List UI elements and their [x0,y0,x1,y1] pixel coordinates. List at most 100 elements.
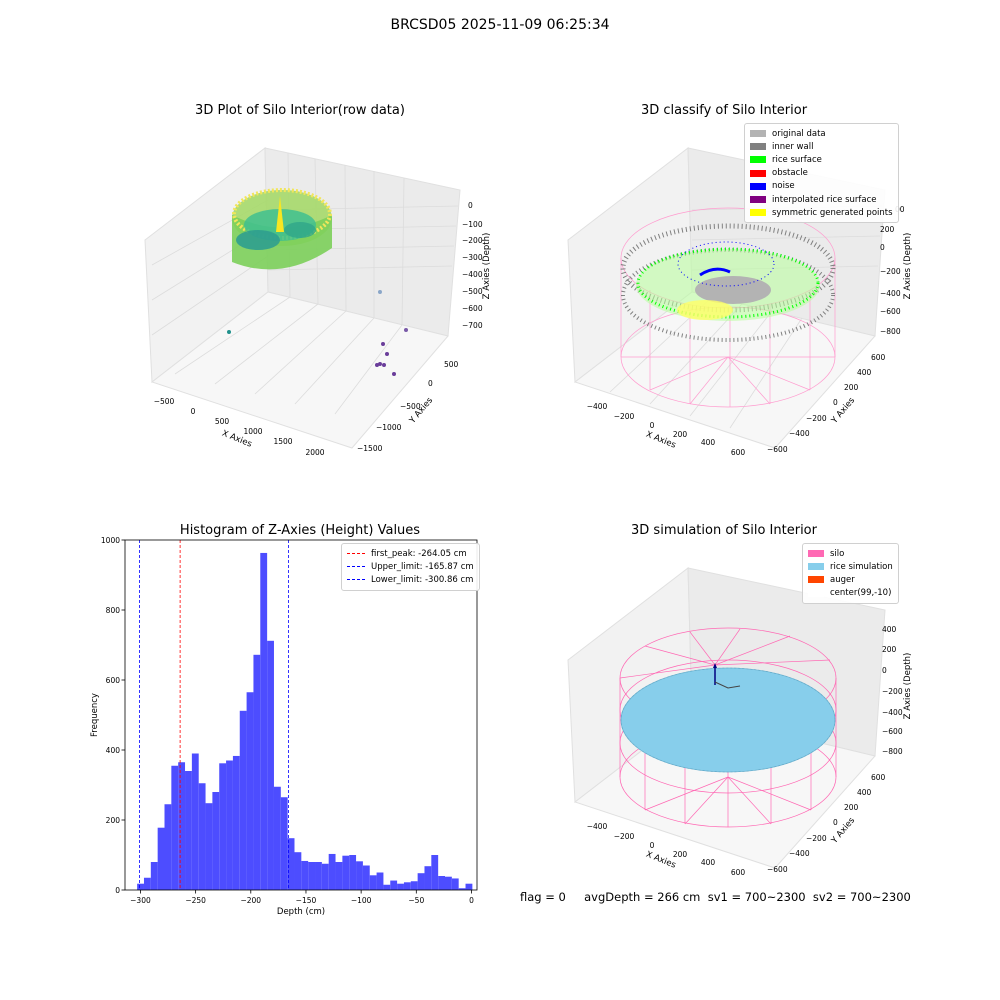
legend-label: Lower_limit: -300.86 cm [371,574,474,585]
panel2-ytick: 600 [871,353,886,362]
legend-label: silo [830,548,845,559]
panel1-ztick: −100 [462,220,483,229]
histogram-ytick-label: 600 [106,676,121,685]
panel4-ytick: 600 [871,773,886,782]
histogram-bar [157,827,165,890]
panel2-ytick: 400 [857,368,872,377]
legend-entry: interpolated rice surface [750,193,893,206]
legend-label: symmetric generated points [772,207,893,218]
panel1-xtick: 2000 [305,448,324,457]
legend-label: Upper_limit: -165.87 cm [371,561,474,572]
histogram-bar [239,710,247,890]
histogram-bar [226,760,233,890]
legend-swatch [750,209,766,217]
panel1-title: 3D Plot of Silo Interior(row data) [195,103,405,118]
legend-swatch [750,196,766,204]
histogram-xtick-label: −50 [408,896,424,905]
legend-entry: first_peak: -264.05 cm [347,547,474,560]
histogram-bar [205,803,213,890]
panel2-title: 3D classify of Silo Interior [640,103,808,118]
panel1-ztick: −300 [462,253,483,262]
panel4-xtick: 200 [673,850,688,859]
histogram-bar [410,881,418,890]
panel1-xtick: 1000 [243,427,262,436]
histogram-bar [356,861,363,890]
panel4-ztick: −800 [882,747,903,756]
panel4-ztick: −400 [882,708,903,717]
panel2-xtick: 400 [701,438,716,447]
legend-label: obstacle [772,168,808,179]
histogram-ytick-label: 200 [106,816,121,825]
legend-label: noise [772,181,795,192]
panel4-ztick: −200 [882,687,903,696]
panel2-ytick: 200 [844,383,859,392]
panel4-ytick: 200 [844,803,859,812]
legend-entry: silo [808,547,893,560]
panel4-xtick: −200 [614,832,635,841]
panel4-xtick: 0 [650,841,655,850]
panel2-ztick: 200 [880,225,895,234]
panel4-3d-plot: −400 −200 0 200 400 600 600 400 200 0 −2… [567,567,913,877]
histogram-bar [424,866,432,890]
panel2-xtick: −400 [587,402,608,411]
histogram-xtick-label: −300 [130,896,151,905]
histogram-xtick-label: 0 [469,896,474,905]
histogram-bar [143,877,151,890]
histogram-bar [246,692,254,890]
legend-entry: rice surface [750,153,893,166]
histogram-ylabel: Frequency [90,693,100,737]
legend-swatch [808,550,824,558]
panel2-xtick: 600 [731,448,746,457]
legend-label: auger [830,574,855,585]
panel4-auger-arm [714,681,741,689]
panel2-ztick: −800 [880,327,901,336]
panel1-ztick: −200 [462,236,483,245]
panel1-ztick: −500 [462,287,483,296]
histogram-bar [390,880,398,890]
panel4-xtick: 600 [731,868,746,877]
histogram-bar [342,855,350,890]
legend-swatch [750,130,766,138]
histogram-bar [465,883,473,890]
histogram-xtick-label: −200 [240,896,261,905]
panel4-ytick: 0 [833,818,838,827]
legend-entry: symmetric generated points [750,206,893,219]
status-footer: flag = 0 avgDepth = 266 cm sv1 = 700~230… [520,890,911,904]
legend-label: inner wall [772,141,814,152]
panel2-ytick: −200 [806,414,827,423]
legend-entry: inner wall [750,140,893,153]
panel2-3d-plot: −400 −200 0 200 400 600 600 400 200 0 −2… [567,147,913,457]
legend-entry: Upper_limit: -165.87 cm [347,560,474,573]
histogram-bar [328,853,336,890]
histogram-bar [417,873,425,890]
panel4-ztick: 200 [882,645,897,654]
panel4-ytick: −200 [806,834,827,843]
panel1-xtick: −500 [154,397,175,406]
panel4-center-marker [713,663,717,668]
panel1-ztick: −700 [462,321,483,330]
histogram-bar [403,882,411,890]
panel4-legend: silo rice simulation auger center(99,-10) [802,543,899,604]
panel2-zlabel: Z Axies (Depth) [903,233,913,300]
histogram-bar [232,755,240,890]
histogram-bar [185,771,192,890]
histogram-bar [349,855,357,890]
histogram-bar [451,878,459,890]
panel2-ytick: −600 [767,445,788,454]
legend-swatch [808,563,824,571]
histogram-bar [335,862,343,890]
panel4-ytick: −400 [789,849,810,858]
panel1-ztick: −400 [462,270,483,279]
panel1-xtick: 1500 [273,437,292,446]
legend-swatch [808,576,824,584]
panel4-ztick: 0 [882,666,887,675]
histogram-bar [178,762,186,890]
legend-entry: Lower_limit: -300.86 cm [347,573,474,586]
panel1-xtick: 0 [191,407,196,416]
panel2-ztick: −400 [880,289,901,298]
histogram-xtick-label: −100 [351,896,372,905]
panel1-pane-floor [150,291,449,449]
panel4-xtick: −400 [587,822,608,831]
histogram-bar [383,884,391,890]
histogram-bar [191,753,199,890]
